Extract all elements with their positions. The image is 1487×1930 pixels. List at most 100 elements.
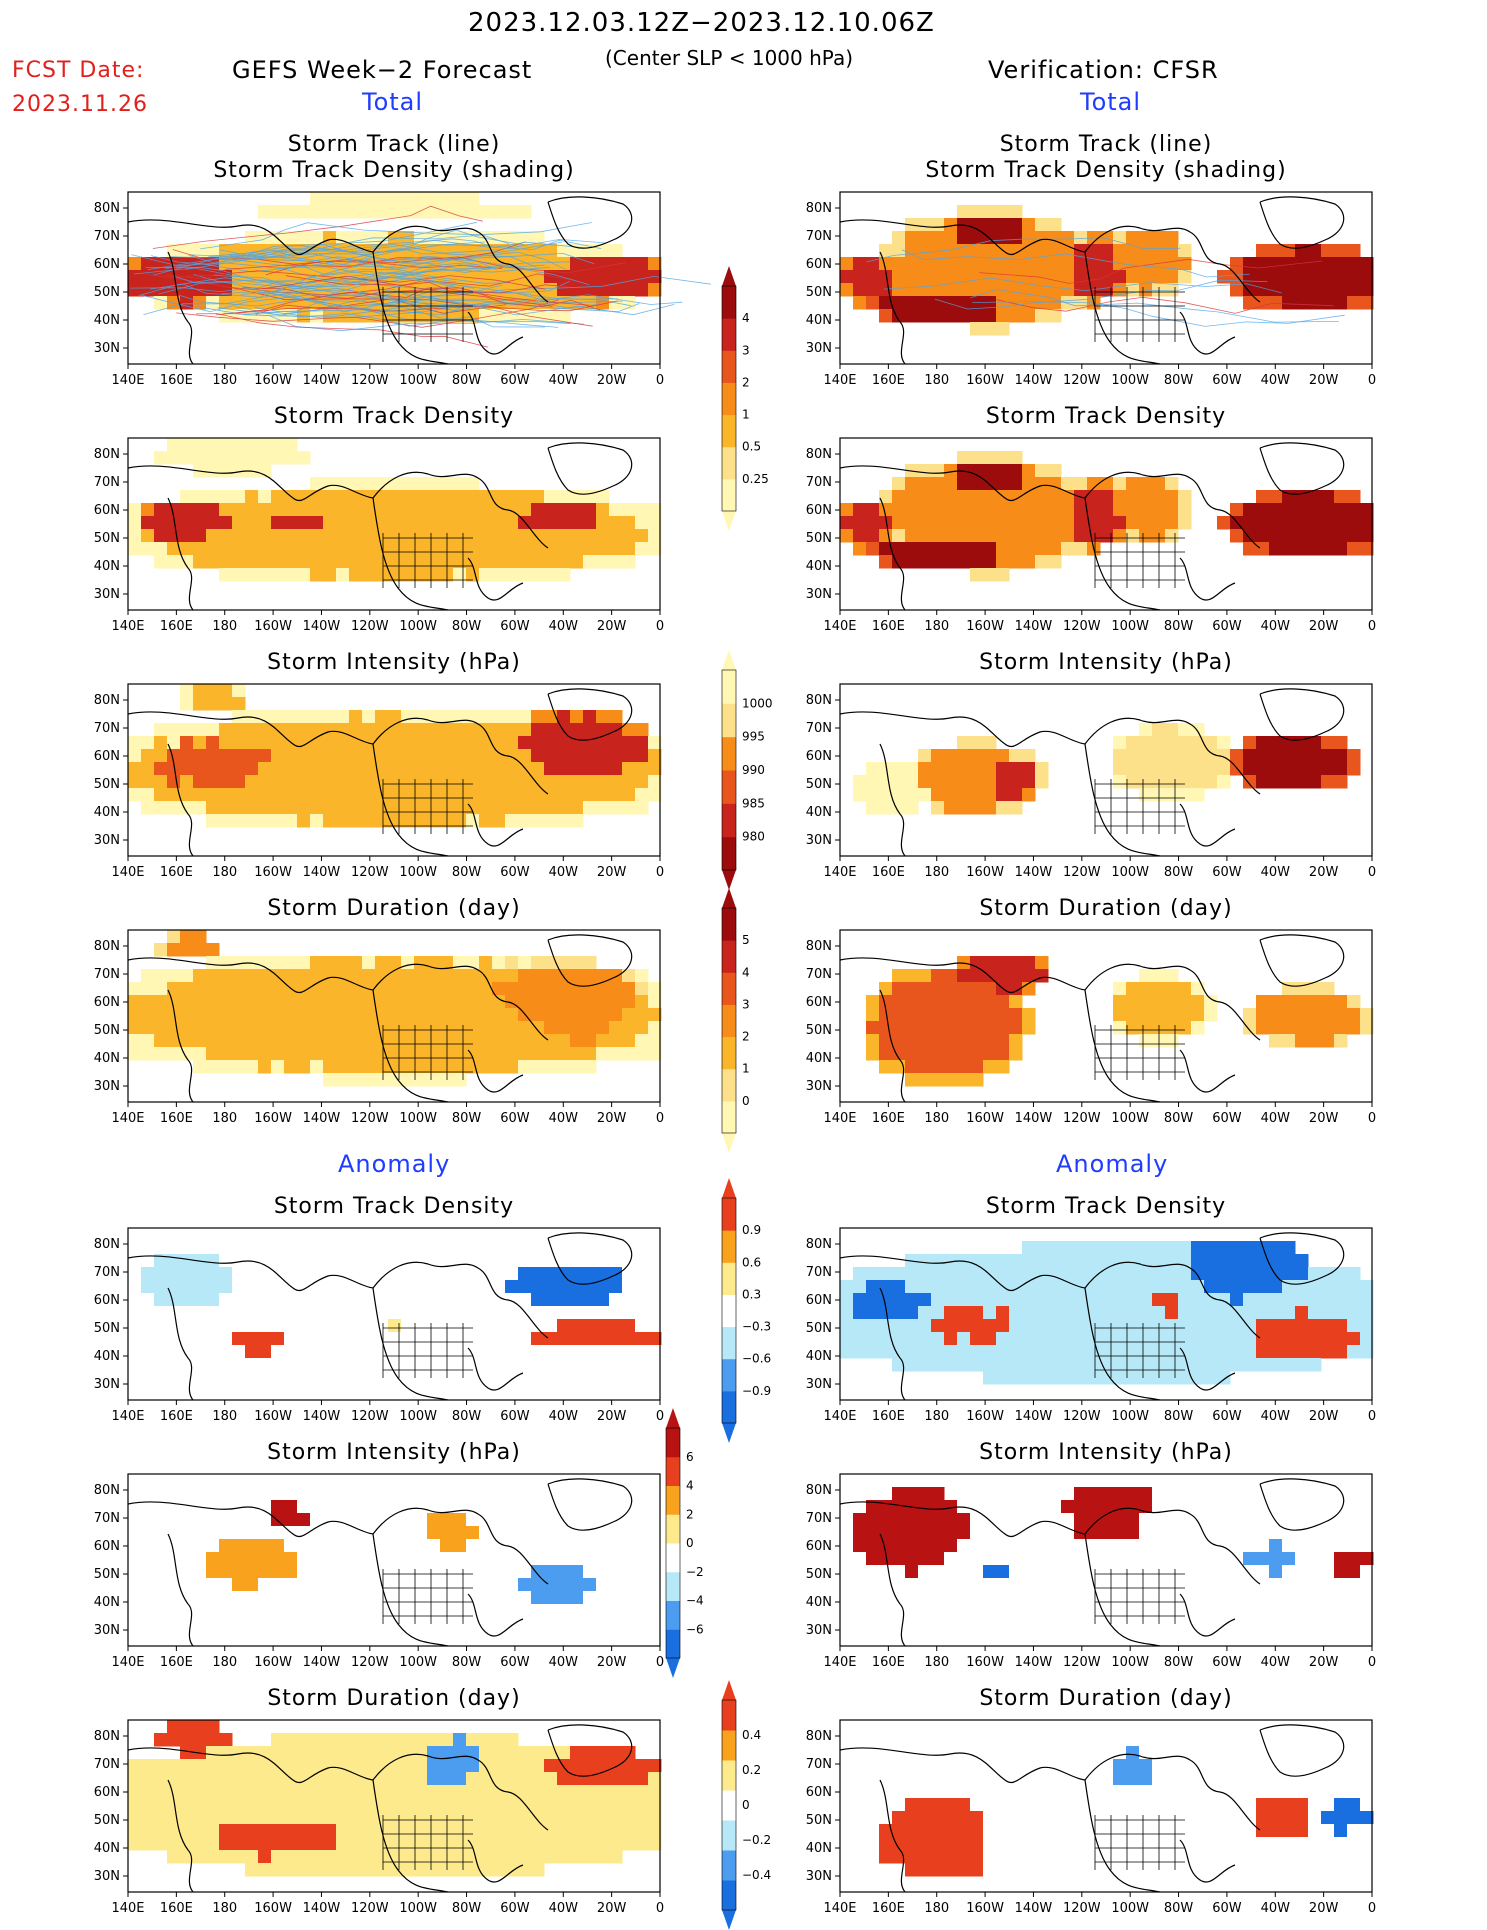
panel-title: Storm Intensity (hPa) — [114, 650, 674, 676]
colorbar-label: 0.6 — [742, 1255, 761, 1269]
lon-tick-label: 80W — [1164, 619, 1194, 634]
lat-tick-label: 60N — [806, 1539, 832, 1554]
lat-tick-label: 50N — [94, 1321, 120, 1336]
lon-tick-label: 0 — [1368, 865, 1376, 880]
lat-tick-label: 60N — [94, 1785, 120, 1800]
lon-tick-label: 40W — [1261, 1901, 1291, 1916]
lon-tick-label: 120W — [351, 1901, 389, 1916]
panel-title-line: Storm Track Density — [114, 404, 674, 430]
lat-tick-label: 60N — [806, 257, 832, 272]
lon-tick-label: 140W — [1015, 1409, 1053, 1424]
lon-tick-label: 160W — [966, 1409, 1004, 1424]
panel-title: Storm Track (line)Storm Track Density (s… — [826, 132, 1386, 184]
lon-tick-label: 80W — [1164, 1111, 1194, 1126]
lon-tick-label: 100W — [399, 865, 437, 880]
lon-tick-label: 180 — [212, 865, 237, 880]
lat-tick-label: 60N — [94, 1539, 120, 1554]
lon-tick-label: 140W — [1015, 1655, 1053, 1670]
colorbar-label: 0 — [686, 1536, 694, 1550]
lon-tick-label: 120W — [1063, 1111, 1101, 1126]
lon-tick-label: 160W — [254, 1409, 292, 1424]
lon-tick-label: 160W — [254, 373, 292, 388]
anomaly-label-right: Anomaly — [1056, 1150, 1168, 1178]
colorbar-label: 0 — [742, 1798, 750, 1812]
lat-tick-label: 80N — [806, 1483, 832, 1498]
lon-tick-label: 100W — [1111, 865, 1149, 880]
lon-tick-label: 120W — [1063, 1655, 1101, 1670]
colorbar-label: 4 — [686, 1479, 694, 1493]
lat-tick-label: 70N — [806, 721, 832, 736]
lon-tick-label: 20W — [1309, 619, 1339, 634]
lat-tick-label: 70N — [94, 1511, 120, 1526]
panel-title: Storm Intensity (hPa) — [826, 1440, 1386, 1466]
lon-tick-label: 100W — [1111, 1111, 1149, 1126]
lon-tick-label: 120W — [1063, 1901, 1101, 1916]
lon-tick-label: 160E — [160, 1111, 193, 1126]
lon-tick-label: 140E — [111, 1901, 144, 1916]
lon-tick-label: 80W — [452, 373, 482, 388]
colorbar-label: 1000 — [742, 696, 773, 710]
colorbar-label: 0.5 — [742, 440, 761, 454]
colorbar-label: 1 — [742, 1062, 750, 1076]
lon-tick-label: 140E — [111, 1111, 144, 1126]
lon-tick-label: 180 — [924, 1409, 949, 1424]
lat-tick-label: 60N — [806, 1293, 832, 1308]
date-range-title: 2023.12.03.12Z−2023.12.10.06Z — [468, 8, 935, 38]
lon-tick-label: 140E — [823, 1409, 856, 1424]
lon-tick-label: 120W — [351, 619, 389, 634]
lon-tick-label: 180 — [924, 373, 949, 388]
lon-tick-label: 120W — [1063, 619, 1101, 634]
lat-tick-label: 70N — [806, 967, 832, 982]
colorbar-label: 1 — [742, 408, 750, 422]
colorbar-label: −0.4 — [742, 1868, 771, 1882]
lon-tick-label: 160W — [254, 865, 292, 880]
lon-tick-label: 160E — [160, 1901, 193, 1916]
colorbar-label: 5 — [742, 933, 750, 947]
colorbar-label: 0.25 — [742, 472, 769, 486]
lon-tick-label: 40W — [1261, 1409, 1291, 1424]
lon-tick-label: 160E — [160, 373, 193, 388]
lon-tick-label: 180 — [924, 1655, 949, 1670]
lon-tick-label: 160E — [160, 1655, 193, 1670]
lon-tick-label: 160W — [966, 1655, 1004, 1670]
colorbar-label: −0.2 — [742, 1833, 771, 1847]
panel-title-line: Storm Track (line) — [114, 132, 674, 158]
lon-tick-label: 140W — [303, 1111, 341, 1126]
lat-tick-label: 70N — [806, 475, 832, 490]
lon-tick-label: 140W — [1015, 373, 1053, 388]
lon-tick-label: 120W — [1063, 865, 1101, 880]
lon-tick-label: 180 — [212, 1409, 237, 1424]
panel-title: Storm Duration (day) — [826, 896, 1386, 922]
lon-tick-label: 80W — [1164, 1901, 1194, 1916]
lon-tick-label: 80W — [1164, 373, 1194, 388]
lon-tick-label: 0 — [1368, 373, 1376, 388]
lat-tick-label: 50N — [806, 1023, 832, 1038]
lon-tick-label: 100W — [399, 1655, 437, 1670]
lat-tick-label: 60N — [94, 503, 120, 518]
verification-title: Verification: CFSR — [988, 56, 1219, 84]
lat-tick-label: 30N — [94, 833, 120, 848]
lon-tick-label: 140E — [111, 865, 144, 880]
lon-tick-label: 140E — [823, 373, 856, 388]
lat-tick-label: 60N — [94, 257, 120, 272]
lon-tick-label: 0 — [656, 865, 664, 880]
panel-title: Storm Duration (day) — [826, 1686, 1386, 1712]
lon-tick-label: 0 — [656, 619, 664, 634]
lat-tick-label: 50N — [94, 531, 120, 546]
lon-tick-label: 80W — [452, 1409, 482, 1424]
lat-tick-label: 80N — [806, 1729, 832, 1744]
colorbar-label: 0.3 — [742, 1287, 761, 1301]
lon-tick-label: 40W — [549, 1111, 579, 1126]
lon-tick-label: 40W — [1261, 373, 1291, 388]
lon-tick-label: 60W — [1212, 865, 1242, 880]
lon-tick-label: 140W — [1015, 1901, 1053, 1916]
panel-title: Storm Intensity (hPa) — [114, 1440, 674, 1466]
lat-tick-label: 70N — [94, 229, 120, 244]
lon-tick-label: 40W — [1261, 1655, 1291, 1670]
fcst-date-label: FCST Date: — [12, 58, 144, 83]
